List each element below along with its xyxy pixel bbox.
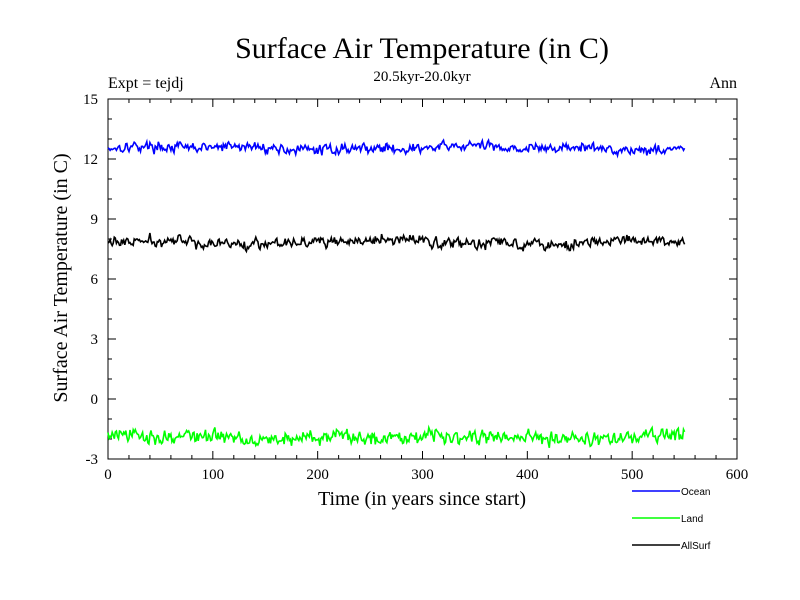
chart-title: Surface Air Temperature (in C): [235, 32, 609, 65]
plot-frame: [107, 98, 738, 460]
x-tick-label: 200: [306, 467, 329, 483]
y-tick-label: 6: [91, 272, 99, 288]
legend-label-allsurf: AllSurf: [681, 541, 711, 552]
y-tick-label: 15: [83, 92, 98, 108]
x-tick-label: 100: [202, 467, 225, 483]
x-tick-label: 300: [411, 467, 434, 483]
x-tick-label: 400: [516, 467, 539, 483]
legend-label-ocean: Ocean: [681, 487, 710, 498]
y-tick-label: 9: [91, 212, 99, 228]
plot-area: 0 100 200 300 400 500 600 -3 0 3 6 9 12 15: [83, 92, 748, 483]
y-tick-label: -3: [86, 452, 99, 468]
y-tick-label: 3: [91, 332, 99, 348]
series-line-land: [107, 424, 686, 448]
x-tick-label: 0: [104, 467, 112, 483]
y-axis-label: Surface Air Temperature (in C): [50, 153, 72, 402]
x-axis-label: Time (in years since start): [318, 488, 526, 510]
chart-subtitle: 20.5kyr-20.0kyr: [373, 69, 470, 85]
x-tick-label: 600: [726, 467, 749, 483]
x-tick-label: 500: [621, 467, 644, 483]
series-line-ocean: [107, 137, 686, 159]
season-label: Ann: [709, 75, 737, 92]
y-tick-label: 0: [91, 392, 99, 408]
y-tick-label: 12: [83, 152, 98, 168]
legend: Ocean Land AllSurf: [632, 487, 711, 552]
experiment-label: Expt = tejdj: [108, 75, 184, 92]
series-line-allsurf: [107, 232, 686, 254]
legend-label-land: Land: [681, 514, 703, 525]
